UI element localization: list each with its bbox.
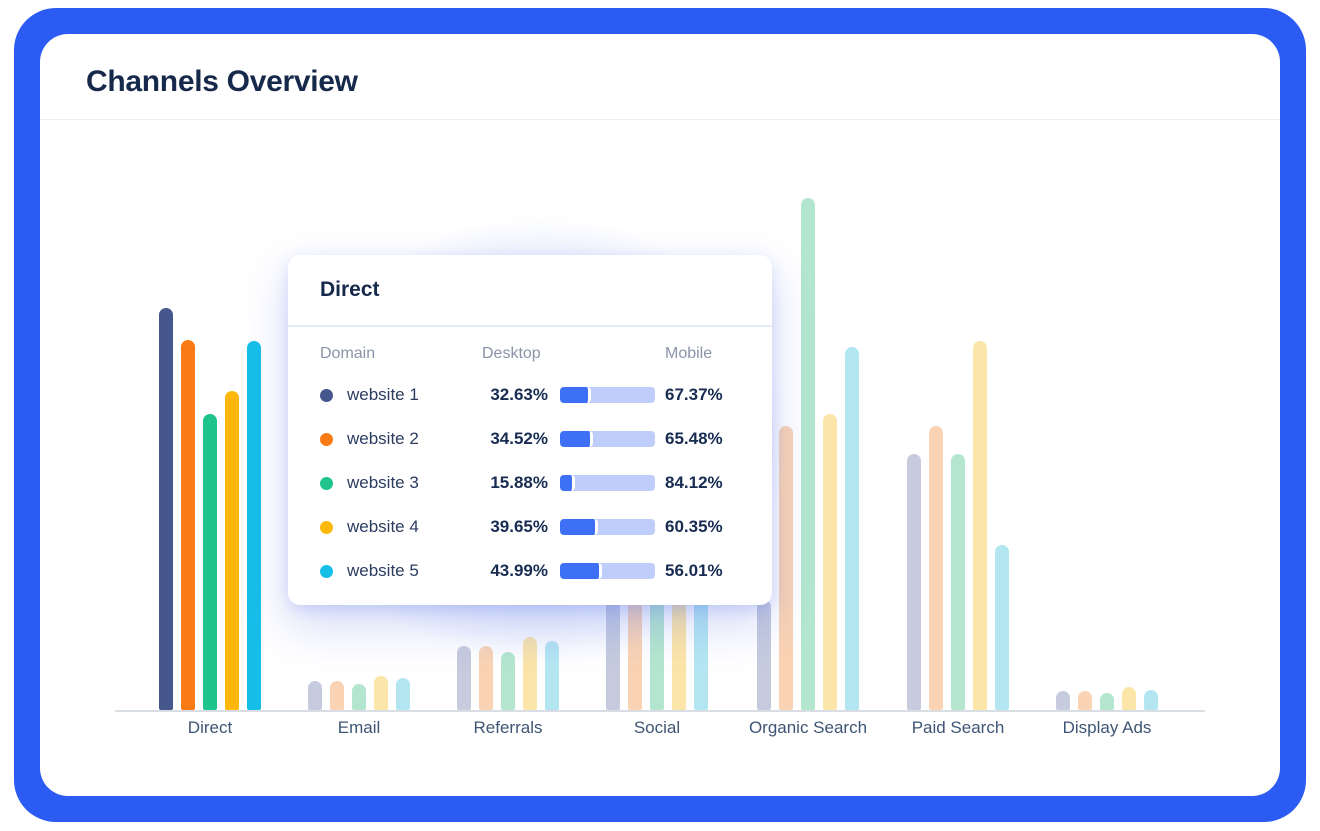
tooltip-col-desktop: Desktop [482,345,541,362]
mobile-value: 84.12% [665,473,723,492]
tooltip-body: Domain Desktop Mobile website 1 32.63% 67.… [288,327,772,593]
progress-cell [548,563,665,579]
bar-paid-search-website-4[interactable] [973,341,987,710]
mobile-value: 60.35% [665,517,723,536]
bar-organic-search-website-4[interactable] [823,414,837,710]
progress-fill [560,563,602,579]
card-header: Channels Overview [40,34,1280,120]
bar-referrals-website-1[interactable] [457,646,471,710]
series-color-dot [320,432,333,446]
desktop-value: 15.88% [490,473,548,492]
progress-fill [560,387,591,403]
bar-display-ads-website-3[interactable] [1100,693,1114,710]
website-label: website 4 [347,517,419,536]
tooltip-rows: website 1 32.63% 67.37% website 2 34.52% 65.4… [320,373,740,593]
tooltip-col-spacer [548,345,665,367]
bar-email-website-4[interactable] [374,676,388,710]
desktop-value: 39.65% [490,517,548,536]
tooltip-row-website-2: website 2 34.52% 65.48% [320,417,740,461]
progress-fill [560,475,576,491]
bar-direct-website-3[interactable] [203,414,217,710]
bar-direct-website-2[interactable] [181,340,195,710]
bar-organic-search-website-1[interactable] [757,600,771,710]
series-color-dot [320,388,333,402]
bar-referrals-website-5[interactable] [545,641,559,710]
progress-cell [548,519,665,535]
bar-organic-search-website-3[interactable] [801,198,815,710]
bar-display-ads-website-1[interactable] [1056,691,1070,710]
category-label-paid-search: Paid Search [911,718,1005,737]
bar-direct-website-4[interactable] [225,391,239,710]
bar-social-website-2[interactable] [628,595,642,710]
tooltip-row-website-3: website 3 15.88% 84.12% [320,461,740,505]
mobile-value: 56.01% [665,561,723,580]
desktop-mobile-progress-bar [560,563,655,579]
page-title: Channels Overview [86,65,358,98]
website-label: website 3 [347,473,419,492]
progress-cell [548,387,665,403]
bar-social-website-1[interactable] [606,590,620,710]
bar-referrals-website-3[interactable] [501,652,515,710]
bar-display-ads-website-5[interactable] [1144,690,1158,710]
bar-paid-search-website-5[interactable] [995,545,1009,710]
tooltip-column-headers: Domain Desktop Mobile [320,345,740,367]
tooltip-title: Direct [320,278,380,301]
bar-social-website-3[interactable] [650,600,664,710]
progress-fill [560,519,598,535]
bar-direct-website-5[interactable] [247,341,261,710]
mobile-value: 67.37% [665,385,723,404]
tooltip-col-mobile: Mobile [665,345,713,362]
tooltip-col-domain: Domain [320,345,376,362]
tooltip-row-website-4: website 4 39.65% 60.35% [320,505,740,549]
website-label: website 5 [347,561,419,580]
bar-organic-search-website-5[interactable] [845,347,859,710]
tooltip-row-website-1: website 1 32.63% 67.37% [320,373,740,417]
tooltip-domain-cell: website 5 [320,561,482,581]
progress-fill [560,431,593,447]
bar-display-ads-website-2[interactable] [1078,691,1092,710]
bar-paid-search-website-2[interactable] [929,426,943,710]
tooltip-domain-cell: website 4 [320,517,482,537]
bar-referrals-website-4[interactable] [523,637,537,710]
mobile-value: 65.48% [665,429,723,448]
progress-cell [548,475,665,491]
bar-email-website-5[interactable] [396,678,410,710]
desktop-mobile-progress-bar [560,387,655,403]
desktop-mobile-progress-bar [560,475,655,491]
tooltip-domain-cell: website 3 [320,473,482,493]
series-color-dot [320,476,333,490]
bar-paid-search-website-3[interactable] [951,454,965,710]
tooltip-row-website-5: website 5 43.99% 56.01% [320,549,740,593]
bar-paid-search-website-1[interactable] [907,454,921,710]
desktop-mobile-progress-bar [560,519,655,535]
website-label: website 2 [347,429,419,448]
desktop-value: 34.52% [490,429,548,448]
category-label-display-ads: Display Ads [1062,718,1152,737]
x-axis-line [115,710,1205,712]
bar-email-website-1[interactable] [308,681,322,710]
series-color-dot [320,564,333,578]
window-frame: Channels Overview Direct Email Referrals So… [14,8,1306,822]
bar-social-website-5[interactable] [694,592,708,710]
channels-overview-card: Channels Overview Direct Email Referrals So… [40,34,1280,796]
desktop-value: 43.99% [490,561,548,580]
bar-organic-search-website-2[interactable] [779,426,793,710]
desktop-value: 32.63% [490,385,548,404]
website-label: website 1 [347,385,419,404]
bar-email-website-2[interactable] [330,681,344,710]
tooltip-header: Direct [288,255,772,327]
tooltip-domain-cell: website 1 [320,385,482,405]
bar-referrals-website-2[interactable] [479,646,493,710]
bar-email-website-3[interactable] [352,684,366,710]
tooltip-direct: Direct Domain Desktop Mobile website 1 32… [288,255,772,605]
series-color-dot [320,520,333,534]
bar-direct-website-1[interactable] [159,308,173,710]
bar-display-ads-website-4[interactable] [1122,687,1136,710]
progress-cell [548,431,665,447]
bar-chart: Direct Email Referrals Social Organic Search… [40,120,1280,796]
desktop-mobile-progress-bar [560,431,655,447]
tooltip-domain-cell: website 2 [320,429,482,449]
